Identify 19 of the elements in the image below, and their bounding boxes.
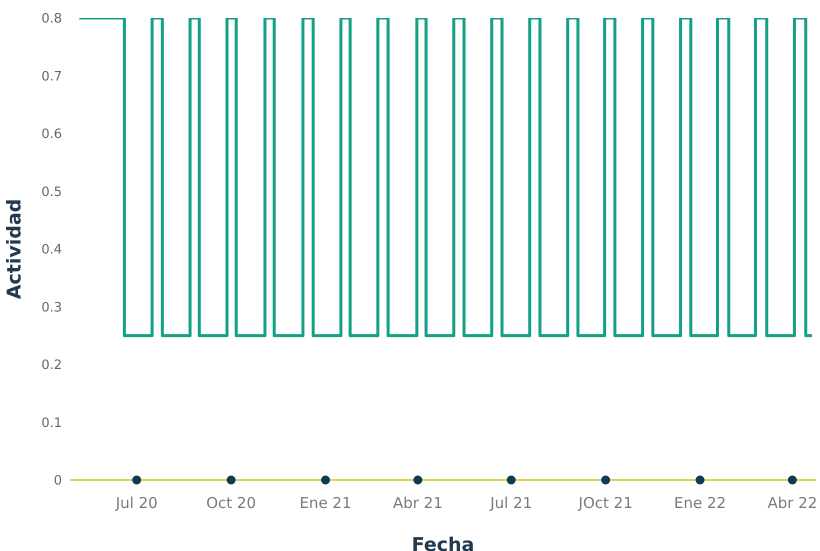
x-tick-label: Abr 22 [767, 494, 818, 512]
y-tick-label: 0.2 [41, 358, 62, 374]
y-tick-label: 0.1 [41, 416, 62, 431]
x-tick-label: Ene 21 [299, 494, 352, 512]
y-tick-label: 0.7 [41, 69, 62, 84]
x-tick-label: Jul 20 [114, 494, 158, 512]
y-tick-label: 0.6 [41, 127, 62, 142]
x-tick-label: Oct 20 [206, 494, 256, 512]
y-tick-label: 0 [54, 474, 62, 489]
y-tick-label: 0.8 [41, 12, 62, 27]
y-axis-title: Actividad [4, 198, 26, 300]
y-tick-label: 0.4 [41, 242, 62, 258]
y-tick-label: 0.3 [41, 300, 62, 316]
y-tick-label: 0.5 [41, 184, 62, 200]
x-axis-title: Fecha [412, 534, 474, 551]
x-tick-label: JOct 21 [578, 494, 633, 512]
x-tick-label: Ene 22 [674, 494, 726, 512]
x-tick-label: Abr 21 [392, 494, 443, 512]
x-tick-label: Jul 21 [489, 494, 532, 512]
